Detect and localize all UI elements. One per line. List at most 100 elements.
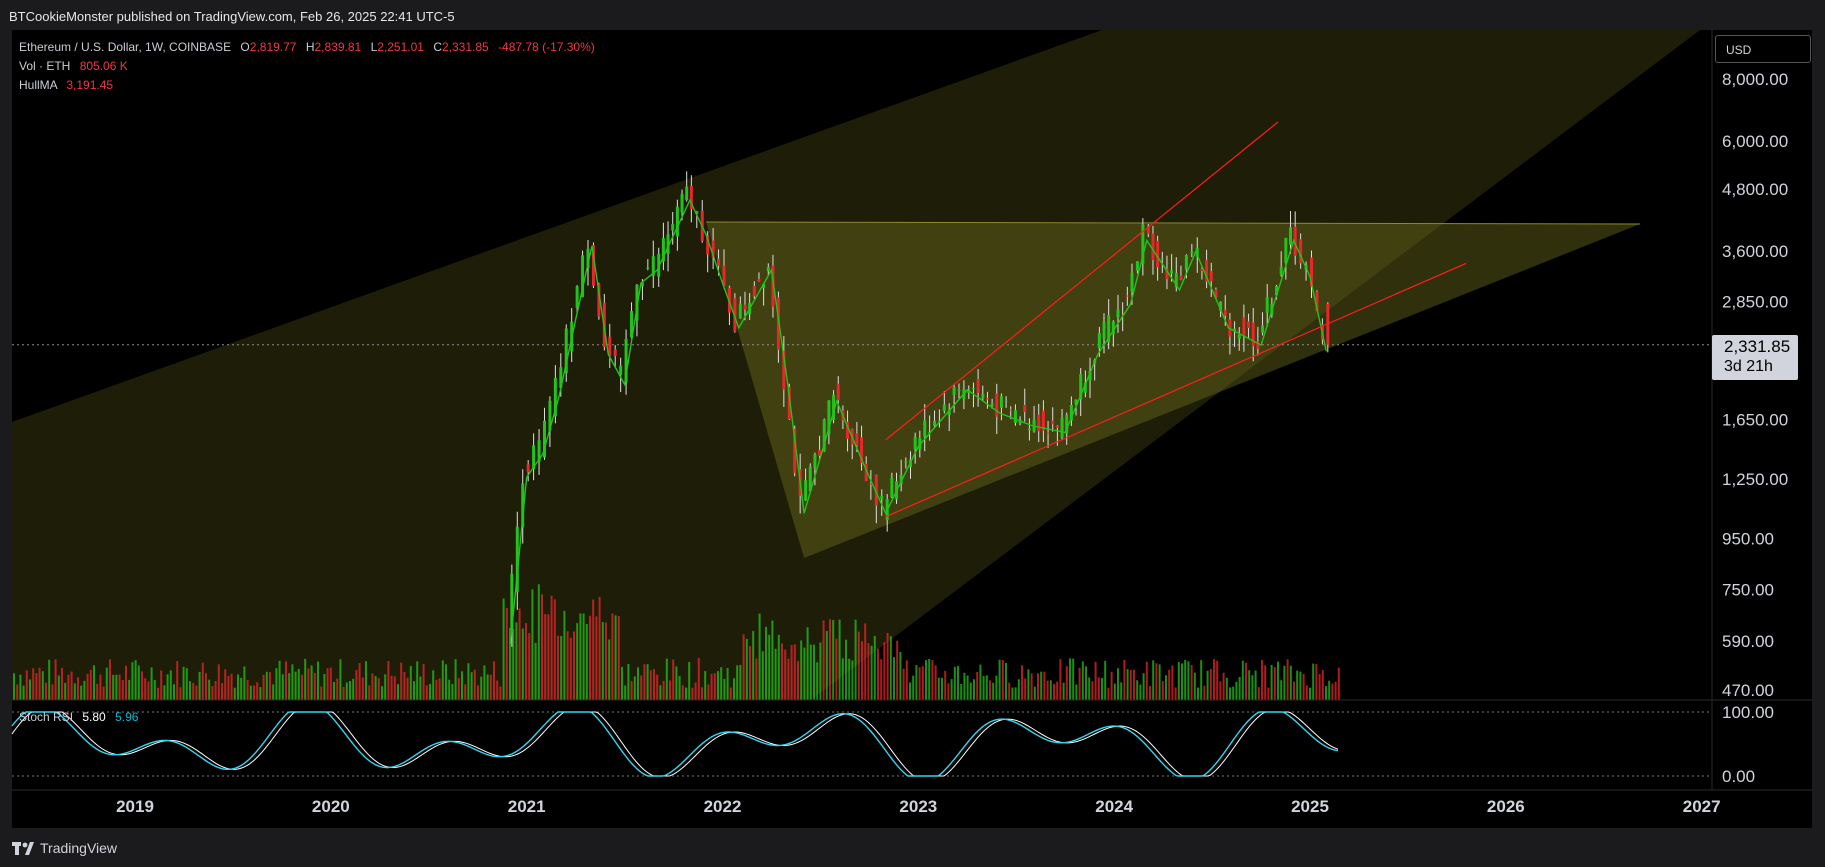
volume-bar <box>365 661 367 700</box>
volume-bar <box>1277 661 1279 700</box>
volume-bar <box>723 678 726 700</box>
candle-body <box>874 474 878 506</box>
volume-bar <box>867 643 870 700</box>
volume-bar <box>1302 674 1305 700</box>
volume-bar <box>880 659 883 700</box>
candle-body <box>864 463 868 481</box>
volume-bar <box>649 670 652 700</box>
volume-bar <box>496 680 499 700</box>
candle-body <box>913 436 917 450</box>
volume-bar <box>224 669 227 700</box>
volume-bar <box>825 630 828 700</box>
volume-bar <box>1094 661 1097 700</box>
candle-body <box>990 403 994 407</box>
candle-body <box>661 238 665 262</box>
volume-bar <box>67 674 70 700</box>
candle-body <box>646 267 650 269</box>
candle-body <box>1279 266 1283 275</box>
volume-bar <box>477 685 479 700</box>
volume-bar <box>1264 665 1267 700</box>
volume-bar <box>864 623 867 700</box>
volume-bar <box>301 674 303 700</box>
volume-bar <box>745 638 748 700</box>
volume-bar <box>243 666 246 700</box>
volume-bar <box>909 682 911 700</box>
volume-bar <box>253 685 255 700</box>
volume-bar <box>1005 663 1007 700</box>
candle-body <box>1200 268 1204 272</box>
volume-bar <box>1014 687 1017 700</box>
volume-bar <box>112 674 115 700</box>
volume-bar <box>1123 659 1126 700</box>
candle-body <box>510 573 514 630</box>
volume-bar <box>669 680 671 700</box>
candle-body <box>1190 251 1194 254</box>
volume-bar <box>182 666 185 700</box>
volume-bar <box>377 678 380 700</box>
candle-body <box>1233 328 1237 332</box>
candle-body <box>1156 240 1160 268</box>
candle-body <box>890 477 894 497</box>
volume-bar <box>953 666 956 700</box>
volume-bar <box>48 659 51 700</box>
volume-bar <box>822 620 825 700</box>
volume-bar <box>160 670 163 700</box>
candle-body <box>1237 334 1241 339</box>
volume-bar <box>313 672 316 700</box>
volume-bar <box>304 658 307 700</box>
volume-bar <box>259 687 262 700</box>
volume-bar <box>1110 671 1113 700</box>
candle-body <box>1121 314 1125 316</box>
volume-bar <box>454 659 457 700</box>
volume-bar <box>1312 663 1315 700</box>
volume-bar <box>800 640 803 700</box>
candle-body <box>586 248 590 269</box>
candle-body <box>1251 322 1255 347</box>
volume-bar <box>16 684 19 700</box>
volume-bar <box>483 665 486 700</box>
candle-body <box>597 283 601 317</box>
time-tick-label: 2022 <box>704 797 742 816</box>
high-value: 2,839.81 <box>314 40 362 54</box>
price-tick-label: 590.00 <box>1722 632 1774 651</box>
candle-body <box>635 284 639 321</box>
volume-bar <box>1056 681 1059 700</box>
volume-bar <box>1081 661 1084 700</box>
volume-bar <box>1181 663 1183 700</box>
volume-bar <box>45 682 47 700</box>
volume-series <box>13 584 1340 700</box>
volume-bar <box>1229 687 1231 700</box>
tradingview-logo[interactable]: TradingView <box>12 840 117 856</box>
volume-bar <box>579 613 582 700</box>
volume-bar <box>96 683 99 700</box>
time-axis: 2019 2020 2021 2022 2023 2024 2025 2026 2027 <box>116 797 1720 816</box>
currency-button[interactable]: USD <box>1715 35 1811 63</box>
volume-bar <box>22 685 25 700</box>
volume-bar <box>1091 681 1094 700</box>
stoch-k-value: 5.80 <box>82 710 106 724</box>
volume-bar <box>240 677 243 700</box>
volume-bar <box>979 664 982 700</box>
high-label: H <box>305 40 315 54</box>
volume-bar <box>221 683 223 700</box>
volume-bar <box>832 620 835 700</box>
volume-bar <box>1104 660 1107 700</box>
volume-bar <box>185 668 188 700</box>
volume-bar <box>1267 687 1270 700</box>
chart-layers: 8,000.00 6,000.00 4,800.00 3,600.00 2,850.00… <box>11 30 1812 816</box>
volume-bar <box>637 667 639 700</box>
volume-bar <box>70 671 73 700</box>
candle-body <box>515 526 519 593</box>
candle-body <box>695 211 699 214</box>
candle-body <box>1165 268 1169 280</box>
candle-body <box>976 378 980 393</box>
volume-bar <box>902 668 905 700</box>
volume-bar <box>793 644 796 700</box>
volume-bar <box>473 669 476 700</box>
volume-bar <box>563 610 566 700</box>
open-label: O <box>240 40 250 54</box>
candle-body <box>1195 247 1199 257</box>
candle-body <box>762 284 766 289</box>
volume-bar <box>1043 671 1046 700</box>
